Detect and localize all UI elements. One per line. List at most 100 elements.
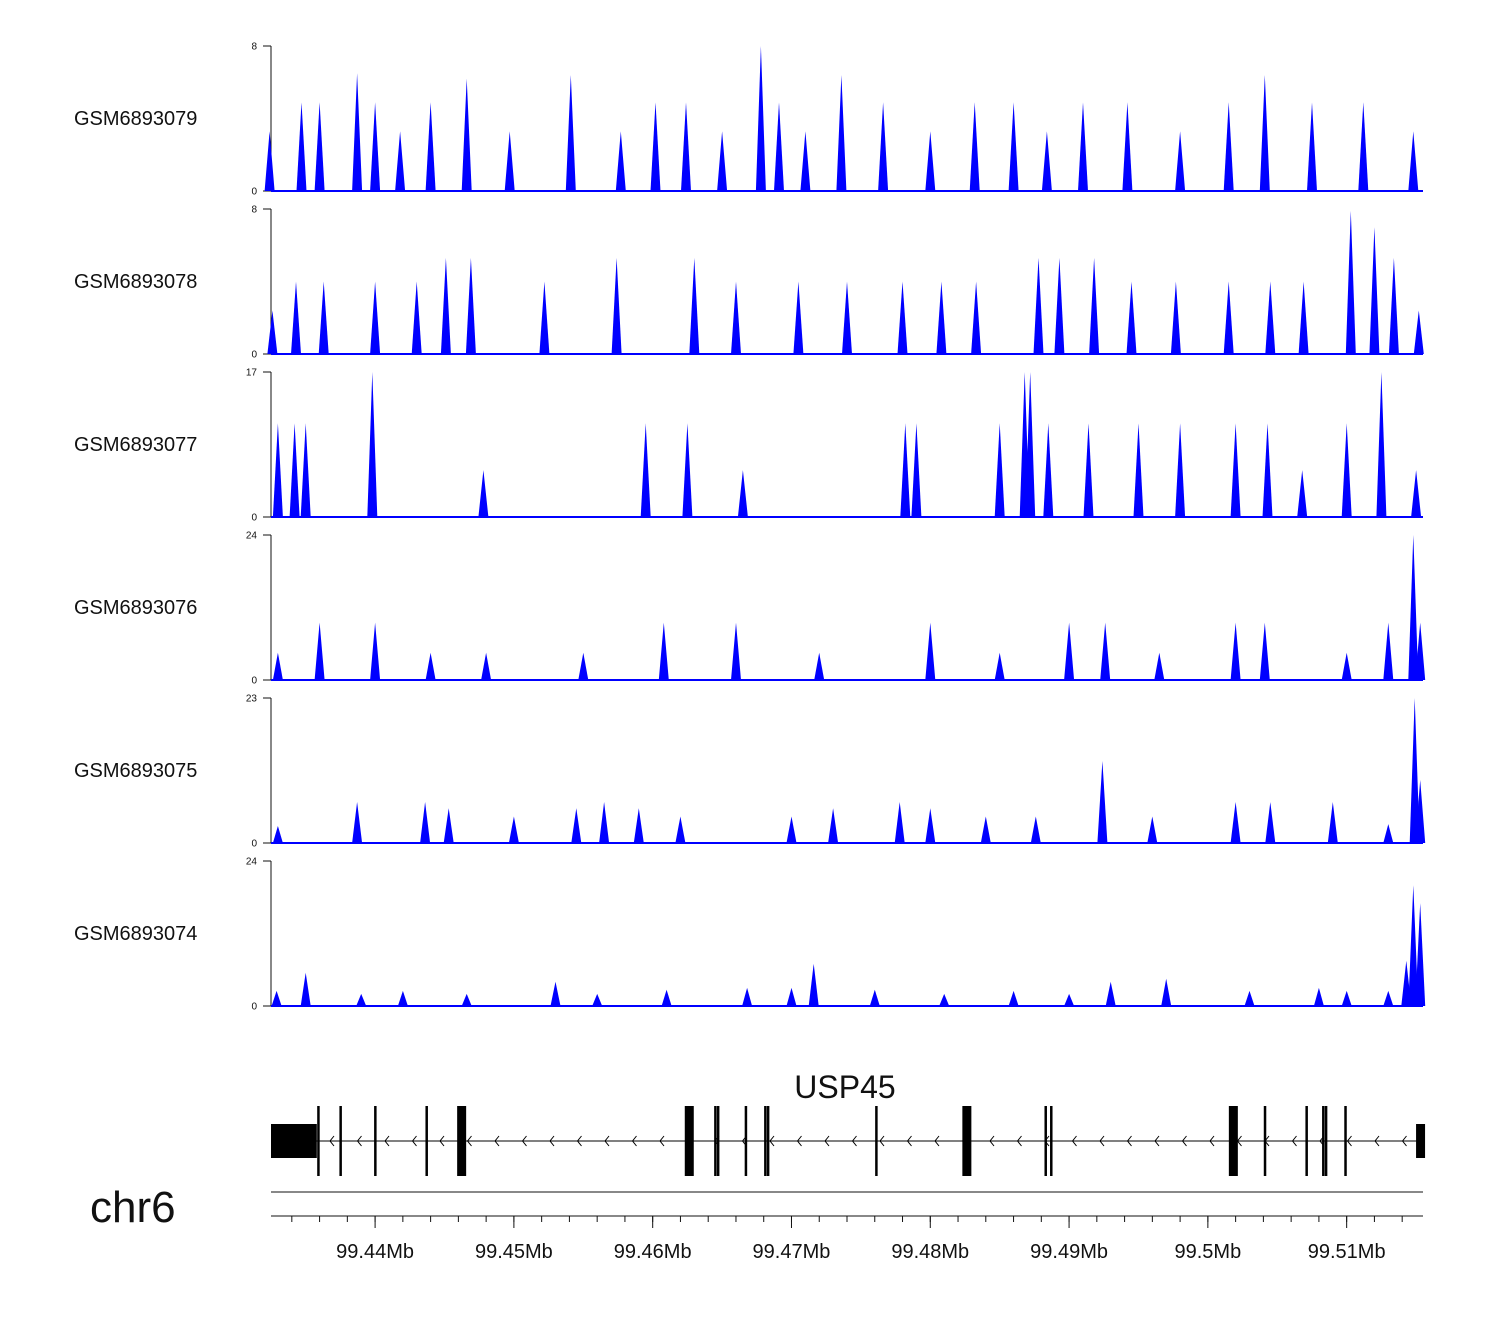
coverage-peak [1100,622,1111,680]
coverage-peak [755,46,766,191]
coverage-peak [314,622,325,680]
strand-arrow [1374,1135,1380,1147]
coverage-peak [1327,802,1338,843]
coverage-peak [742,987,753,1006]
coverage-peak [1265,802,1276,843]
coverage-peak [1297,470,1308,517]
coverage-peak [939,993,950,1006]
coverage-peak [900,423,911,517]
track-label: GSM6893077 [74,434,197,456]
coverage-peak [980,816,991,843]
coverage-peak [731,281,741,354]
axis-tick-label: 99.47Mb [753,1241,831,1263]
y-tick-label-zero: 0 [251,187,257,198]
coverage-peak [793,281,804,354]
coverage-peak [272,652,283,680]
coverage-peak [314,102,325,191]
coverage-peak [936,281,947,354]
coverage-peak [370,622,381,680]
axis-tick-label: 99.51Mb [1308,1241,1386,1263]
coverage-peak [395,131,406,191]
coverage-peak [814,652,825,680]
coverage-peak [786,816,797,843]
gene-exon [1324,1106,1328,1176]
coverage-peak [1408,131,1419,191]
strand-arrow [384,1135,390,1147]
gene-exon [716,1106,720,1176]
strand-arrow [411,1135,417,1147]
coverage-peak [1411,470,1422,517]
coverage-peak [1230,622,1241,680]
gene-exon [1050,1106,1053,1176]
coverage-peak [465,257,476,354]
y-tick-label-zero: 0 [251,1002,257,1013]
coverage-peak [897,281,908,354]
coverage-peak [370,102,381,191]
coverage-peak [1341,423,1352,517]
coverage-peak [1358,102,1369,191]
axis-tick-label: 99.46Mb [614,1241,692,1263]
coverage-peak [550,981,561,1006]
coverage-tracks: GSM689307980GSM689307880GSM6893077170GSM… [74,42,1426,1013]
coverage-peak [1415,622,1426,680]
coverage-peak [478,470,489,517]
coverage-peak [1083,423,1094,517]
coverage-peak [1161,978,1172,1006]
coverage-peak [289,423,300,517]
coverage-peak [1089,257,1100,354]
gene-exon [744,1106,748,1176]
track-gsm6893074: GSM6893074 24 0 [74,857,1426,1013]
strand-arrow [1401,1135,1407,1147]
coverage-peak [1262,423,1273,517]
strand-arrow [796,1135,802,1147]
coverage-peak [508,816,519,843]
coverage-peak [1175,131,1186,191]
strand-arrow [439,1135,445,1147]
y-tick-label-max: 8 [251,42,257,53]
coverage-peak [994,652,1005,680]
coverage-peak [1054,257,1065,354]
track-label: GSM6893074 [74,923,197,945]
coverage-peak [1244,990,1255,1006]
strand-arrow [631,1135,637,1147]
coverage-peak [1265,281,1276,354]
coverage-peak [1415,780,1426,843]
coverage-peak [1043,423,1054,517]
gene-exon [1263,1106,1267,1176]
y-tick-label-zero: 0 [251,513,257,524]
coverage-peak [1030,816,1041,843]
coverage-peak [1415,903,1426,1006]
coverage-peak [291,281,301,354]
coverage-peak [1313,987,1324,1006]
coverage-peak [599,802,610,843]
coverage-peak [786,987,797,1006]
coverage-peak [1025,372,1036,517]
coverage-peak [443,808,454,843]
gene-name: USP45 [794,1069,895,1105]
strand-arrow [934,1135,940,1147]
track-label: GSM6893079 [74,108,197,130]
coverage-peak [1408,535,1419,680]
gene-exon [317,1106,320,1176]
coverage-peak [481,652,492,680]
coverage-peak [1008,102,1019,191]
coverage-peak [925,131,936,191]
coverage-peak [1105,981,1116,1006]
coverage-peak [1126,281,1137,354]
coverage-peak [994,423,1005,517]
coverage-peak [504,131,515,191]
track-gsm6893077: GSM6893077 17 0 [74,368,1423,524]
strand-arrow [989,1135,995,1147]
gene-utr-block [1416,1124,1426,1158]
coverage-peak [356,993,367,1006]
coverage-peak [731,622,741,680]
coverage-peak [925,622,936,680]
gene-exon-wide [457,1106,467,1176]
coverage-peak [682,423,693,517]
y-tick-label-max: 24 [246,857,258,868]
strand-arrow [1181,1135,1187,1147]
strand-arrow [521,1135,527,1147]
strand-arrow [1346,1135,1352,1147]
coverage-peak [1341,652,1352,680]
